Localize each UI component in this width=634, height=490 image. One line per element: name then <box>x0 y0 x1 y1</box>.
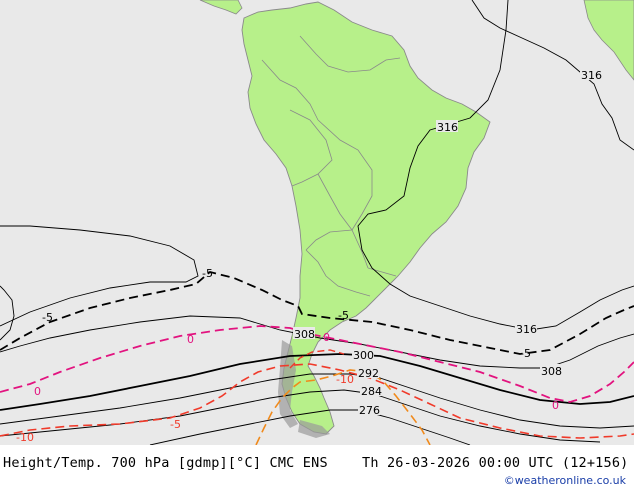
label-316-mid: 316 <box>437 121 458 134</box>
south-america-landmass <box>241 1 491 435</box>
map-canvas: 316 316 316 308 308 300 292 284 276 -5 -… <box>0 0 634 445</box>
isotherm-minus5 <box>0 271 634 355</box>
isotherm-0 <box>0 325 634 403</box>
label-t-minus10-a: -10 <box>336 373 354 386</box>
central-america-landmass <box>199 0 243 15</box>
temperature-contours <box>0 271 634 445</box>
height-labels: 316 316 316 308 308 300 292 284 276 <box>293 68 602 417</box>
label-308-west: 308 <box>294 328 315 341</box>
label-t-0-b: 0 <box>34 385 41 398</box>
label-t-minus5-b: -5 <box>42 311 53 324</box>
label-t-0-d: 0 <box>552 399 559 412</box>
label-300: 300 <box>353 349 374 362</box>
contour-316-mid <box>357 0 634 331</box>
label-292: 292 <box>358 367 379 380</box>
label-t-0-a: 0 <box>187 333 194 346</box>
label-t-minus5-d: -5 <box>520 347 531 360</box>
label-t-0-c: 0 <box>323 331 330 344</box>
valid-time: Th 26-03-2026 00:00 UTC (12+156) <box>362 455 629 471</box>
contour-west-a <box>0 225 199 327</box>
isotherm-minus10 <box>0 363 634 439</box>
temperature-labels: -5 -5 -5 -5 0 0 0 0 -10 -10 -5 <box>16 267 559 444</box>
footer-bar <box>0 445 634 490</box>
country-borders <box>261 35 401 297</box>
label-276: 276 <box>359 404 380 417</box>
label-284: 284 <box>361 385 382 398</box>
isotherm-minus10-local <box>289 349 345 369</box>
label-316-south: 316 <box>516 323 537 336</box>
label-t-minus5-c: -5 <box>338 309 349 322</box>
contour-316-north <box>471 0 634 151</box>
map-title: Height/Temp. 700 hPa [gdmp][°C] CMC ENS <box>3 455 328 471</box>
contour-276 <box>149 409 471 445</box>
andes-terrain <box>278 340 298 428</box>
credit-link[interactable]: ©weatheronline.co.uk <box>503 474 626 487</box>
tierra-del-fuego-terrain <box>298 420 330 438</box>
label-316-top: 316 <box>581 69 602 82</box>
africa-landmass <box>583 0 634 81</box>
label-308-east: 308 <box>541 365 562 378</box>
weather-map: 316 316 316 308 308 300 292 284 276 -5 -… <box>0 0 634 445</box>
label-t-minus5-red: -5 <box>170 418 181 431</box>
label-t-minus10-b: -10 <box>16 431 34 444</box>
isotherm-minus15 <box>255 369 431 445</box>
contour-west-b <box>0 285 15 341</box>
label-t-minus5-a: -5 <box>202 267 213 280</box>
